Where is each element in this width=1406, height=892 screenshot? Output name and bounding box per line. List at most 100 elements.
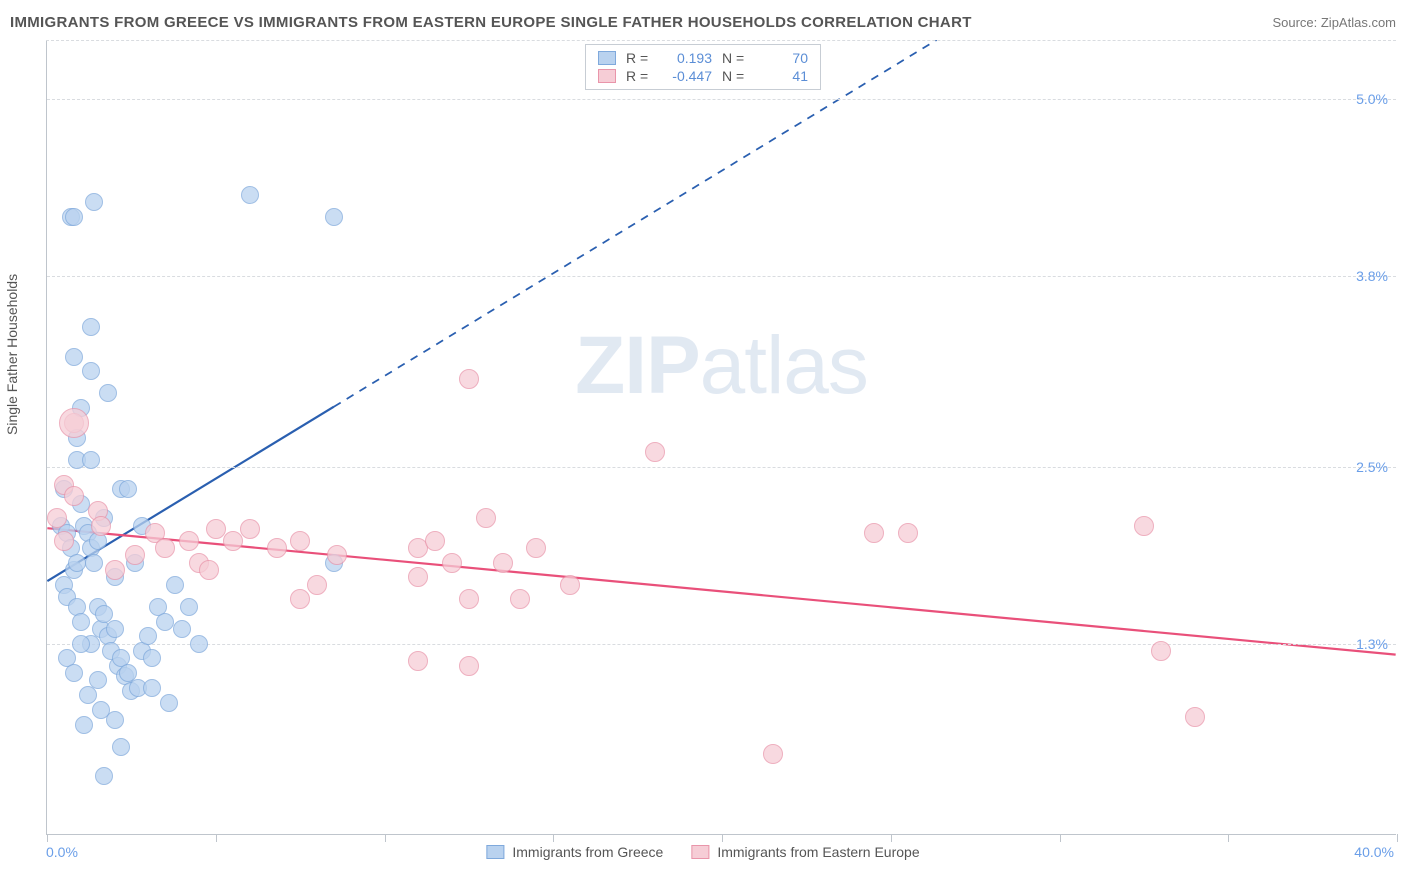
x-tick	[1397, 834, 1398, 842]
gridline	[47, 644, 1396, 645]
point-eastern-europe	[476, 508, 496, 528]
point-greece	[173, 620, 191, 638]
source-attribution: Source: ZipAtlas.com	[1272, 15, 1396, 30]
point-eastern-europe-large	[59, 408, 89, 438]
point-greece	[68, 554, 86, 572]
scatter-plot: ZIPatlas 1.3% 2.5% 3.8% 5.0%	[46, 40, 1396, 835]
point-greece	[79, 686, 97, 704]
watermark: ZIPatlas	[575, 319, 868, 413]
point-eastern-europe	[459, 656, 479, 676]
point-eastern-europe	[105, 560, 125, 580]
point-greece	[72, 635, 90, 653]
point-eastern-europe	[645, 442, 665, 462]
point-eastern-europe	[179, 531, 199, 551]
point-greece	[99, 384, 117, 402]
x-tick	[216, 834, 217, 842]
point-eastern-europe	[526, 538, 546, 558]
point-greece	[106, 620, 124, 638]
point-eastern-europe	[408, 567, 428, 587]
point-greece	[325, 208, 343, 226]
y-tick-label: 5.0%	[1356, 91, 1388, 107]
point-greece	[82, 318, 100, 336]
point-eastern-europe	[240, 519, 260, 539]
point-greece	[106, 711, 124, 729]
point-eastern-europe	[155, 538, 175, 558]
point-eastern-europe	[864, 523, 884, 543]
point-eastern-europe	[408, 651, 428, 671]
point-eastern-europe	[459, 589, 479, 609]
point-eastern-europe	[510, 589, 530, 609]
point-greece	[160, 694, 178, 712]
y-tick-label: 1.3%	[1356, 636, 1388, 652]
y-tick-label: 2.5%	[1356, 459, 1388, 475]
gridline	[47, 276, 1396, 277]
point-eastern-europe	[1151, 641, 1171, 661]
series-legend: Immigrants from Greece Immigrants from E…	[486, 844, 919, 860]
point-eastern-europe	[125, 545, 145, 565]
trend-eastern-europe	[47, 528, 1395, 654]
point-greece	[85, 554, 103, 572]
point-greece	[65, 208, 83, 226]
point-eastern-europe	[64, 486, 84, 506]
legend-row-eastern-europe: R = -0.447 N = 41	[598, 67, 808, 85]
point-greece	[139, 627, 157, 645]
x-tick	[1228, 834, 1229, 842]
point-greece	[65, 348, 83, 366]
x-tick	[553, 834, 554, 842]
point-eastern-europe	[91, 516, 111, 536]
x-tick	[722, 834, 723, 842]
point-eastern-europe	[442, 553, 462, 573]
x-tick	[1060, 834, 1061, 842]
x-tick	[891, 834, 892, 842]
point-eastern-europe	[763, 744, 783, 764]
point-eastern-europe	[54, 531, 74, 551]
header: IMMIGRANTS FROM GREECE VS IMMIGRANTS FRO…	[10, 8, 1396, 36]
point-greece	[75, 716, 93, 734]
point-eastern-europe	[199, 560, 219, 580]
x-tick	[385, 834, 386, 842]
point-greece	[112, 738, 130, 756]
chart-title: IMMIGRANTS FROM GREECE VS IMMIGRANTS FRO…	[10, 14, 972, 31]
correlation-legend: R = 0.193 N = 70 R = -0.447 N = 41	[585, 44, 821, 90]
x-tick	[47, 834, 48, 842]
point-greece	[65, 664, 83, 682]
swatch-greece	[598, 51, 616, 65]
point-greece	[85, 193, 103, 211]
point-eastern-europe	[560, 575, 580, 595]
legend-item-eastern-europe: Immigrants from Eastern Europe	[691, 844, 919, 860]
point-greece	[156, 613, 174, 631]
point-eastern-europe	[267, 538, 287, 558]
x-axis-end-label: 40.0%	[1354, 844, 1394, 860]
point-greece	[72, 613, 90, 631]
point-eastern-europe	[459, 369, 479, 389]
point-eastern-europe	[290, 531, 310, 551]
y-tick-label: 3.8%	[1356, 268, 1388, 284]
gridline	[47, 99, 1396, 100]
point-eastern-europe	[290, 589, 310, 609]
point-eastern-europe	[307, 575, 327, 595]
point-eastern-europe	[425, 531, 445, 551]
swatch-eastern-europe	[598, 69, 616, 83]
point-greece	[241, 186, 259, 204]
legend-item-greece: Immigrants from Greece	[486, 844, 663, 860]
point-eastern-europe	[327, 545, 347, 565]
point-eastern-europe	[223, 531, 243, 551]
point-greece	[190, 635, 208, 653]
point-greece	[82, 451, 100, 469]
gridline	[47, 467, 1396, 468]
swatch-eastern-europe	[691, 845, 709, 859]
point-greece	[180, 598, 198, 616]
trend-greece-extrapolated	[334, 40, 937, 407]
point-greece	[143, 679, 161, 697]
point-greece	[143, 649, 161, 667]
point-eastern-europe	[493, 553, 513, 573]
point-eastern-europe	[1134, 516, 1154, 536]
point-eastern-europe	[1185, 707, 1205, 727]
y-axis-label: Single Father Households	[4, 274, 20, 435]
legend-row-greece: R = 0.193 N = 70	[598, 49, 808, 67]
x-axis-start-label: 0.0%	[46, 844, 78, 860]
point-greece	[166, 576, 184, 594]
point-greece	[95, 767, 113, 785]
point-greece	[119, 480, 137, 498]
swatch-greece	[486, 845, 504, 859]
